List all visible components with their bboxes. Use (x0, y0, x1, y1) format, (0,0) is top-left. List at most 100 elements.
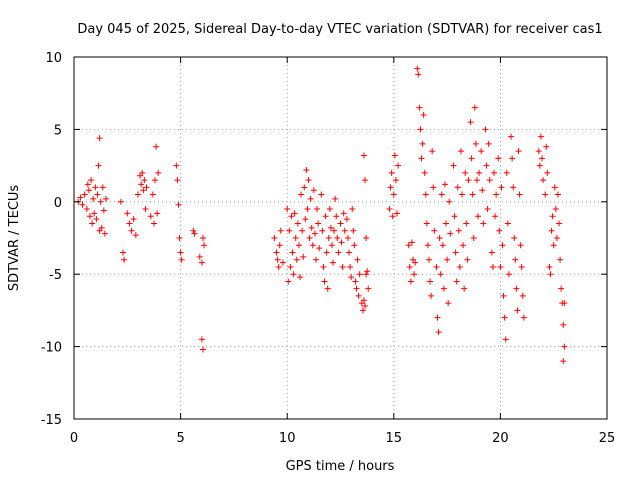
data-point (445, 300, 452, 307)
data-point (441, 181, 448, 188)
data-point (155, 169, 162, 176)
data-point (150, 220, 157, 227)
data-point (117, 198, 124, 205)
grid (74, 57, 607, 419)
data-point (322, 213, 329, 220)
data-point (459, 191, 466, 198)
data-point (452, 249, 459, 256)
data-point (560, 358, 567, 365)
data-point (154, 210, 161, 217)
data-point (364, 268, 371, 275)
data-point (440, 285, 447, 292)
data-point (198, 259, 205, 266)
data-point (309, 242, 316, 249)
data-point (446, 198, 453, 205)
data-point (310, 187, 317, 194)
data-point (299, 227, 306, 234)
data-point (93, 216, 100, 223)
data-point (199, 235, 206, 241)
data-point (551, 184, 558, 191)
data-point (455, 227, 462, 234)
data-point (312, 256, 319, 263)
data-point (287, 263, 294, 270)
data-point (508, 133, 515, 140)
data-point (471, 104, 478, 111)
data-point (443, 220, 450, 227)
data-point (333, 213, 340, 220)
data-point (552, 206, 559, 213)
data-point (191, 230, 198, 237)
data-point (284, 206, 291, 213)
data-point (121, 256, 128, 263)
data-point (277, 227, 284, 234)
data-point (421, 169, 428, 176)
data-point (438, 191, 445, 198)
axis-ticks: 0 5 10 15 20 25 10 5 0 -5 -10 -15 (41, 51, 616, 446)
data-point (493, 191, 500, 198)
data-point (423, 220, 430, 227)
data-point (462, 169, 469, 176)
data-point (482, 126, 489, 133)
data-point (79, 201, 86, 208)
data-point (535, 148, 542, 155)
data-point (428, 292, 435, 299)
y-tick-label: -5 (49, 268, 62, 283)
data-point (456, 263, 463, 270)
data-point (444, 256, 451, 263)
data-point (509, 155, 516, 162)
data-point (425, 256, 432, 263)
data-point (520, 314, 527, 321)
data-point (390, 191, 397, 198)
data-point (484, 206, 491, 213)
data-point (176, 235, 183, 241)
data-point (485, 140, 492, 147)
data-point (489, 263, 496, 270)
data-point (308, 224, 315, 231)
data-point (300, 253, 307, 260)
data-point (554, 191, 561, 198)
data-point (196, 253, 203, 260)
data-point (465, 177, 472, 184)
data-point (503, 169, 510, 176)
data-point (501, 314, 508, 321)
data-point (422, 191, 429, 198)
data-point (97, 198, 104, 205)
data-point (92, 184, 99, 191)
data-point (316, 245, 323, 252)
data-point (476, 169, 483, 176)
data-point (356, 271, 363, 278)
data-point (414, 65, 421, 72)
data-point (304, 206, 311, 213)
y-tick-label: 10 (45, 51, 62, 66)
data-point (447, 230, 454, 237)
data-point (139, 169, 146, 176)
data-point (420, 111, 427, 118)
data-point (89, 220, 96, 227)
data-point (388, 169, 395, 176)
data-point (98, 224, 105, 231)
data-point (365, 285, 372, 292)
data-point (415, 71, 422, 78)
data-point (178, 256, 185, 263)
data-point (315, 220, 322, 227)
data-point (478, 148, 485, 155)
data-point (470, 235, 477, 241)
x-tick-label: 20 (492, 431, 509, 446)
data-point (540, 177, 547, 184)
data-point (295, 242, 302, 249)
data-point (536, 162, 543, 169)
data-point (134, 191, 141, 198)
data-point (344, 235, 351, 241)
data-point (120, 249, 127, 256)
data-point (341, 227, 348, 234)
data-point (517, 242, 524, 249)
data-point (349, 206, 356, 213)
data-point (560, 321, 567, 328)
data-point (347, 263, 354, 270)
y-axis-label: SDTVAR / TECUs (7, 185, 22, 292)
data-point (512, 256, 519, 263)
data-point (480, 220, 487, 227)
data-point (153, 143, 160, 150)
data-point (198, 336, 205, 343)
data-point (431, 227, 438, 234)
